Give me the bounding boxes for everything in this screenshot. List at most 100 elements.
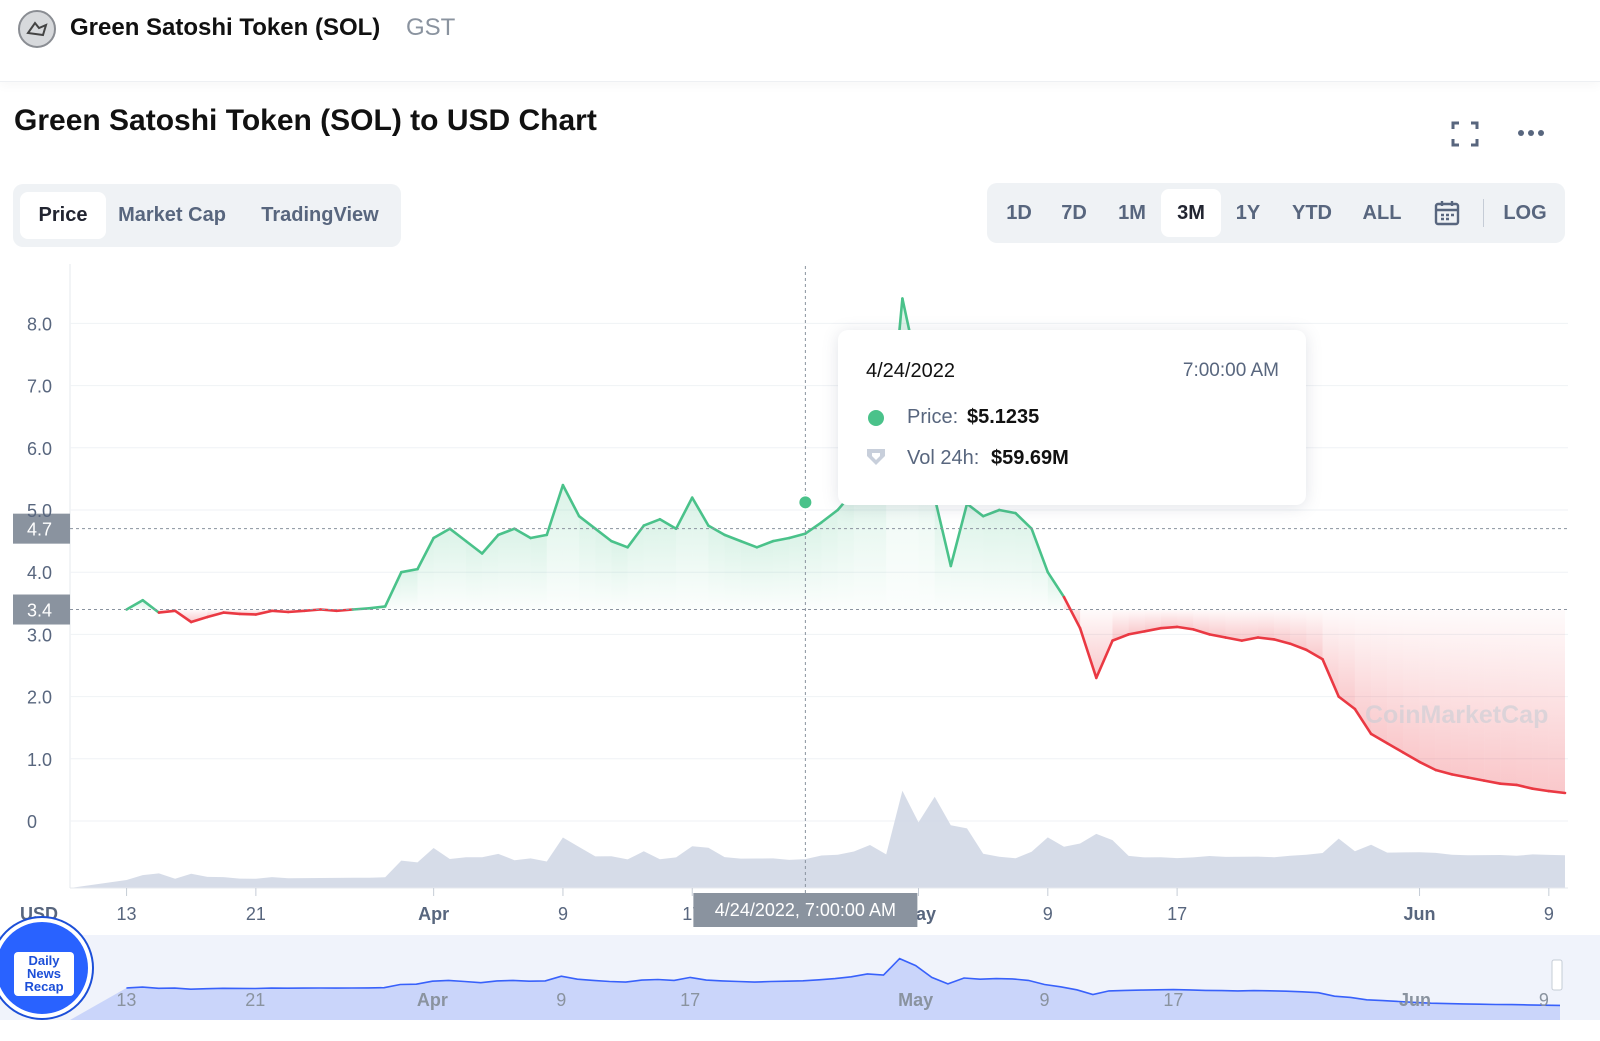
price-line-segment — [690, 496, 710, 527]
price-line-segment — [1159, 625, 1179, 630]
tooltip-price-label: Price: — [907, 406, 959, 428]
tooltip-date: 4/24/2022 — [866, 360, 955, 382]
range-separator — [1483, 199, 1484, 227]
price-line-segment — [1014, 511, 1033, 531]
price-dot-icon — [868, 410, 884, 426]
crosshair-date-label: 4/24/2022, 7:00:00 AM — [715, 900, 896, 920]
price-line-segment — [933, 496, 953, 568]
price-line-segment — [1143, 626, 1163, 633]
range-1d[interactable]: 1D — [1006, 202, 1032, 224]
chart-title: Green Satoshi Token (SOL) to USD Chart — [14, 104, 597, 137]
price-line-segment — [787, 532, 807, 540]
range-3m[interactable]: 3M — [1161, 189, 1221, 237]
price-line-segment — [432, 527, 452, 540]
price-line-segment — [674, 496, 694, 531]
range-7d[interactable]: 7D — [1061, 202, 1087, 224]
range-1y[interactable]: 1Y — [1235, 202, 1261, 224]
highlight-point — [797, 494, 814, 511]
price-area-segment — [1468, 609, 1485, 781]
price-line-segment — [1305, 648, 1324, 661]
y-tick-label: 4.0 — [27, 563, 52, 583]
range-ytd[interactable]: YTD — [1292, 202, 1332, 224]
x-tick-label: Apr — [418, 904, 449, 924]
x-tick-label: 21 — [246, 904, 266, 924]
price-area-segment — [1290, 609, 1307, 650]
price-area-segment — [805, 522, 822, 610]
price-area-segment — [740, 541, 757, 610]
price-line-segment — [545, 483, 565, 537]
price-line-segment — [739, 539, 759, 549]
range-1m[interactable]: 1M — [1118, 202, 1146, 224]
badge-label: Daily News Recap — [14, 952, 74, 996]
calendar-icon[interactable] — [1433, 199, 1461, 227]
price-area-segment — [1500, 609, 1517, 785]
volume-shield-icon — [865, 447, 887, 467]
reference-label: 3.4 — [27, 601, 52, 621]
price-area-segment — [498, 528, 515, 610]
price-line-segment — [1418, 760, 1437, 772]
price-line-segment — [1240, 636, 1260, 642]
price-area-segment — [465, 541, 483, 610]
price-chart[interactable]: 4.7 3.4 0 1.0 2.0 3.0 4.0 5.0 6.0 7.0 8.0 13 21 Apr… — [0, 250, 1600, 1041]
navigator-area — [70, 958, 1560, 1020]
chart-type-tabs: Price Market Cap TradingView — [13, 184, 401, 247]
price-area-segment — [659, 519, 677, 610]
more-options-icon[interactable] — [1515, 120, 1547, 144]
y-tick-label: 7.0 — [27, 377, 52, 397]
price-line-segment — [1531, 787, 1551, 793]
log-toggle[interactable]: LOG — [1503, 202, 1547, 224]
price-line-segment — [1288, 642, 1308, 652]
price-line-segment — [1175, 625, 1195, 631]
y-tick-label: 1.0 — [27, 750, 52, 770]
price-area-segment — [692, 497, 709, 610]
price-line-segment — [399, 567, 419, 574]
price-line-segment — [981, 508, 1001, 518]
price-area-segment — [449, 528, 466, 610]
price-line-segment — [464, 539, 484, 555]
tab-tradingview[interactable]: TradingView — [261, 204, 379, 226]
price-line-segment — [723, 533, 743, 543]
price-line-segment — [1046, 570, 1066, 599]
price-area-segment — [1338, 609, 1355, 710]
navigator-tick-label: 9 — [1539, 990, 1549, 1010]
reference-label-box — [13, 594, 70, 625]
tooltip-price-value: $5.1235 — [967, 406, 1040, 428]
fullscreen-icon[interactable] — [1450, 120, 1480, 148]
price-area-segment — [1435, 609, 1452, 775]
price-line-segment — [1095, 639, 1114, 680]
price-area-segment — [950, 503, 967, 610]
daily-news-recap-badge[interactable]: Daily News Recap — [0, 918, 92, 1018]
price-area-segment — [1484, 609, 1501, 784]
price-line-segment — [593, 527, 613, 543]
price-line-segment — [1499, 782, 1518, 787]
price-line-segment — [351, 606, 371, 611]
range-all[interactable]: ALL — [1362, 202, 1402, 224]
price-area-segment — [934, 497, 951, 610]
price-area-segment — [142, 600, 159, 613]
navigator-tick-label: May — [898, 990, 933, 1010]
price-area-segment — [643, 519, 660, 610]
tab-market-cap[interactable]: Market Cap — [118, 204, 226, 226]
x-tick-label: 13 — [117, 904, 137, 924]
price-line-segment — [1434, 768, 1454, 776]
price-line-segment — [1224, 636, 1244, 642]
price-line-segment — [965, 502, 985, 518]
price-line-segment — [1256, 636, 1276, 641]
green-satoshi-logo-icon — [18, 10, 56, 48]
y-tick-label: 2.0 — [27, 688, 52, 708]
price-area-segment — [530, 534, 547, 610]
reference-label: 4.7 — [27, 520, 52, 540]
range-navigator[interactable]: 13 21 Apr 9 17 May 9 17 Jun 9 — [0, 935, 1600, 1020]
price-area-segment — [676, 497, 693, 610]
y-tick-label: 0 — [27, 812, 37, 832]
price-area-segment — [417, 537, 434, 610]
badge-line: Recap — [24, 979, 64, 994]
coin-symbol: GST — [406, 14, 456, 41]
navigator-tick-label: 9 — [556, 990, 566, 1010]
navigator-line — [126, 957, 1561, 1007]
price-line-segment — [1369, 732, 1389, 745]
price-line-segment — [1515, 783, 1534, 791]
tab-price[interactable]: Price — [20, 192, 106, 239]
navigator-tick-label: Jun — [1399, 990, 1431, 1010]
price-line-segment — [1062, 595, 1082, 630]
